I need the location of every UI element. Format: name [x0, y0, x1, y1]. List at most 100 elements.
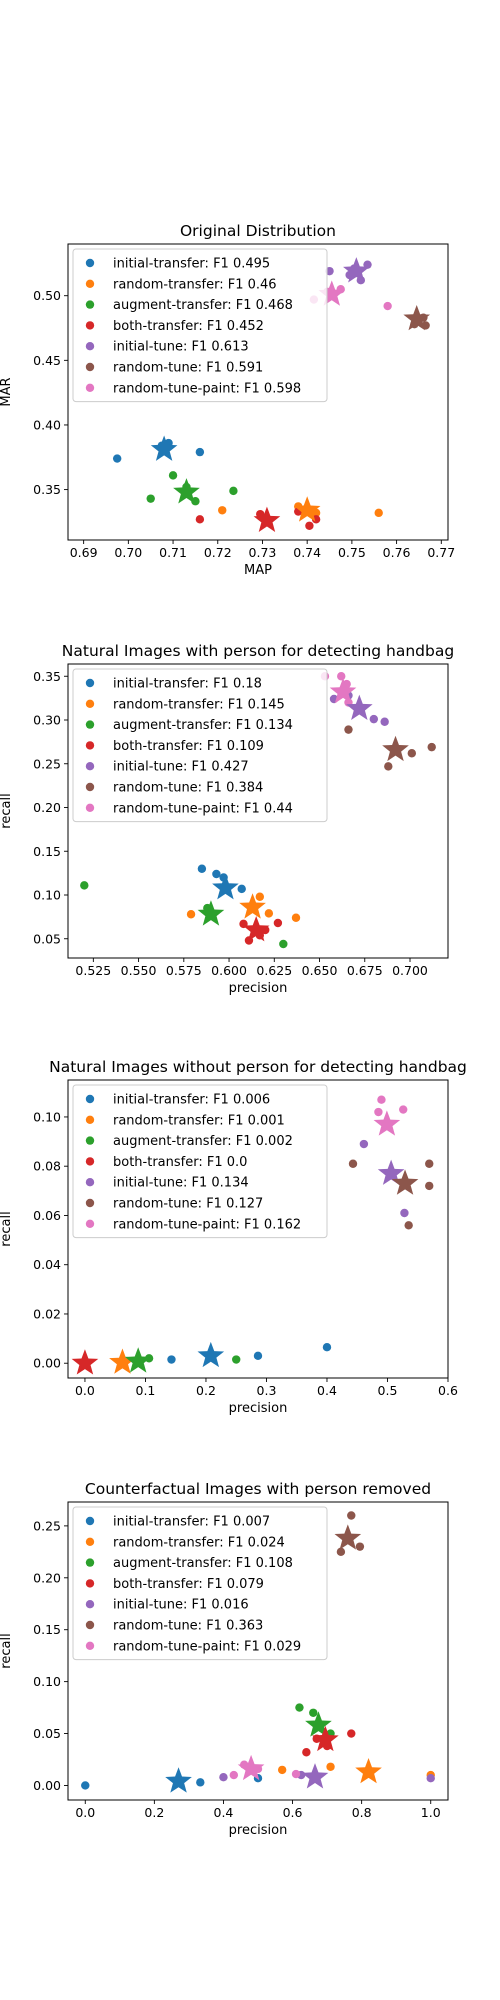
- chart-title: Original Distribution: [180, 222, 336, 240]
- legend-entry: random-transfer: F1 0.145: [113, 697, 285, 712]
- data-point: [309, 1708, 318, 1717]
- y-tick-label: 0.02: [33, 1306, 61, 1321]
- legend-entry: random-tune: F1 0.384: [113, 781, 263, 796]
- data-point: [426, 1774, 435, 1783]
- x-axis-label: precision: [229, 981, 288, 996]
- data-point: [229, 486, 238, 496]
- legend-entry: both-transfer: F1 0.0: [113, 1155, 247, 1170]
- x-tick-label: 0.75: [338, 545, 366, 560]
- x-tick-label: 1.0: [421, 1805, 441, 1820]
- legend-entry: initial-tune: F1 0.016: [113, 1598, 249, 1613]
- data-point: [253, 1351, 263, 1361]
- data-point: [80, 881, 89, 890]
- mean-star: [239, 893, 266, 919]
- legend-entry: random-transfer: F1 0.46: [113, 277, 277, 292]
- legend-entry: augment-transfer: F1 0.108: [113, 1556, 293, 1571]
- plot-frame: [67, 1501, 449, 1801]
- legend-marker: [85, 741, 95, 750]
- mean-star: [391, 1169, 419, 1195]
- legend-box: [72, 248, 328, 403]
- y-tick-label: 0.35: [33, 482, 61, 497]
- legend-marker: [85, 678, 95, 688]
- mean-star: [355, 1757, 382, 1784]
- legend-marker: [85, 1537, 95, 1547]
- y-tick-label: 0.30: [33, 713, 61, 728]
- data-point: [264, 909, 274, 918]
- legend-entry: both-transfer: F1 0.452: [113, 319, 264, 334]
- x-tick-label: 0.3: [257, 1383, 277, 1398]
- data-point: [186, 910, 196, 919]
- data-point: [229, 1770, 239, 1780]
- legend-marker: [85, 362, 95, 372]
- data-point: [305, 521, 314, 530]
- data-point: [273, 918, 283, 928]
- legend-entry: initial-transfer: F1 0.18: [113, 677, 262, 692]
- data-point: [425, 1181, 434, 1191]
- legend-entry: random-transfer: F1 0.024: [113, 1535, 285, 1550]
- legend-marker: [85, 762, 95, 771]
- mean-star: [329, 678, 357, 704]
- mean-star: [373, 1110, 401, 1136]
- x-axis-label: MAP: [244, 563, 272, 578]
- legend-box: [72, 1084, 328, 1239]
- legend-entry: initial-tune: F1 0.613: [113, 340, 249, 355]
- data-point: [291, 1769, 301, 1779]
- data-point: [237, 884, 246, 894]
- x-tick-label: 0.625: [256, 963, 292, 978]
- data-point: [377, 1095, 386, 1104]
- data-point: [81, 1781, 90, 1790]
- data-point: [399, 1105, 408, 1114]
- x-tick-label: 0.525: [75, 963, 111, 978]
- y-tick-label: 0.06: [33, 1208, 61, 1223]
- legend-entry: random-tune-paint: F1 0.598: [113, 381, 301, 396]
- y-axis-label: recall: [0, 1211, 14, 1246]
- plot-frame: [67, 663, 449, 959]
- legend-marker: [85, 1600, 95, 1609]
- x-tick-label: 0.0: [75, 1383, 95, 1398]
- data-point: [295, 1703, 304, 1712]
- legend-marker: [85, 720, 95, 729]
- x-tick-label: 0.6: [438, 1383, 458, 1398]
- legend-marker: [85, 383, 95, 392]
- data-point: [218, 506, 227, 515]
- data-point: [347, 1729, 356, 1738]
- x-tick-label: 0.74: [293, 545, 321, 560]
- mean-star: [343, 257, 370, 283]
- y-tick-label: 0.20: [33, 800, 61, 815]
- y-tick-label: 0.10: [33, 1674, 61, 1689]
- legend-entry: initial-tune: F1 0.134: [113, 1176, 249, 1191]
- data-point: [427, 742, 436, 752]
- data-point: [369, 714, 379, 724]
- data-point: [337, 672, 346, 681]
- legend-marker: [85, 803, 95, 812]
- plot-frame: [67, 243, 449, 541]
- legend-marker: [85, 1579, 95, 1588]
- mean-star: [197, 900, 225, 926]
- legend-entry: initial-transfer: F1 0.006: [113, 1093, 270, 1108]
- x-axis-label: precision: [229, 1401, 288, 1416]
- legend-marker: [85, 1620, 95, 1630]
- chart-title: Counterfactual Images with person remove…: [85, 1480, 431, 1498]
- data-point: [322, 1343, 332, 1352]
- legend-entry: both-transfer: F1 0.109: [113, 739, 264, 754]
- data-point: [255, 892, 265, 901]
- y-axis-label: MAR: [0, 377, 14, 406]
- chart-4: Counterfactual Images with person remove…: [0, 1480, 449, 1838]
- data-point: [347, 1511, 356, 1520]
- mean-star: [377, 1159, 405, 1185]
- data-point: [404, 1221, 413, 1230]
- x-tick-label: 0.550: [121, 963, 157, 978]
- x-tick-label: 0.72: [204, 545, 232, 560]
- x-tick-label: 0.4: [317, 1383, 337, 1398]
- data-point: [197, 864, 207, 873]
- chart-title: Natural Images with person for detecting…: [62, 642, 454, 660]
- x-tick-label: 0.76: [383, 545, 411, 560]
- legend-marker: [85, 1136, 95, 1145]
- x-tick-label: 0.1: [136, 1383, 156, 1398]
- y-tick-label: 0.35: [33, 669, 61, 684]
- legend-entry: random-tune: F1 0.591: [113, 361, 263, 376]
- legend-box: [72, 668, 328, 823]
- data-point: [348, 1159, 358, 1168]
- legend-entry: augment-transfer: F1 0.468: [113, 298, 293, 313]
